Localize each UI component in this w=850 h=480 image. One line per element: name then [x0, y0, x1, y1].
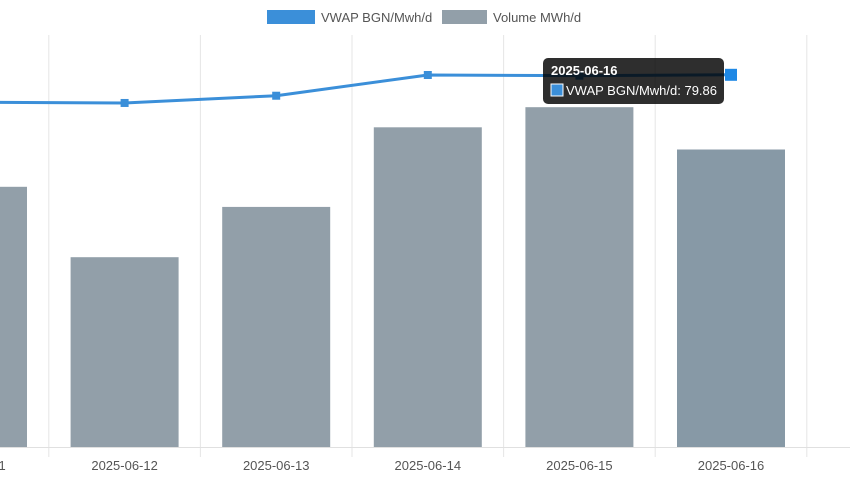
- volume-bar[interactable]: [677, 149, 785, 447]
- x-tick-label: 2025-06-15: [546, 458, 613, 473]
- vwap-point[interactable]: [725, 68, 737, 81]
- volume-bars: [0, 107, 785, 447]
- legend-label-volume: Volume MWh/d: [493, 10, 581, 25]
- x-tick-label: 2025-06-16: [698, 458, 765, 473]
- volume-bar[interactable]: [222, 206, 331, 447]
- tooltip-box: [543, 58, 724, 104]
- x-axis-ticks: 2025-06-11 2025-06-12 2025-06-13 2025-06-14…: [0, 458, 764, 473]
- tooltip-title: 2025-06-16: [551, 63, 618, 78]
- legend-swatch-vwap: [267, 10, 315, 24]
- x-tick-label: 2025-06-13: [243, 458, 310, 473]
- x-tick-label: 2025-06-14: [395, 458, 462, 473]
- x-tick-label: 2025-06-11: [0, 458, 6, 473]
- legend-label-vwap: VWAP BGN/Mwh/d: [321, 10, 432, 25]
- tooltip-swatch: [550, 83, 564, 97]
- vwap-point[interactable]: [272, 91, 281, 100]
- x-tick-label: 2025-06-12: [91, 458, 158, 473]
- tooltip: 2025-06-16 VWAP BGN/Mwh/d: 79.86: [543, 58, 724, 104]
- grid: [0, 35, 850, 457]
- legend-item-vwap[interactable]: VWAP BGN/Mwh/d: [267, 10, 432, 25]
- legend-item-volume[interactable]: Volume MWh/d: [442, 10, 581, 25]
- volume-bar[interactable]: [373, 127, 482, 447]
- legend-swatch-volume: [442, 10, 487, 24]
- tooltip-label: VWAP BGN/Mwh/d: 79.86: [566, 83, 717, 98]
- vwap-point[interactable]: [423, 71, 432, 79]
- vwap-point[interactable]: [120, 98, 129, 107]
- volume-bar[interactable]: [525, 107, 634, 447]
- volume-bar[interactable]: [70, 257, 179, 447]
- volume-bar[interactable]: [0, 186, 27, 447]
- legend[interactable]: VWAP BGN/Mwh/d Volume MWh/d: [267, 10, 581, 25]
